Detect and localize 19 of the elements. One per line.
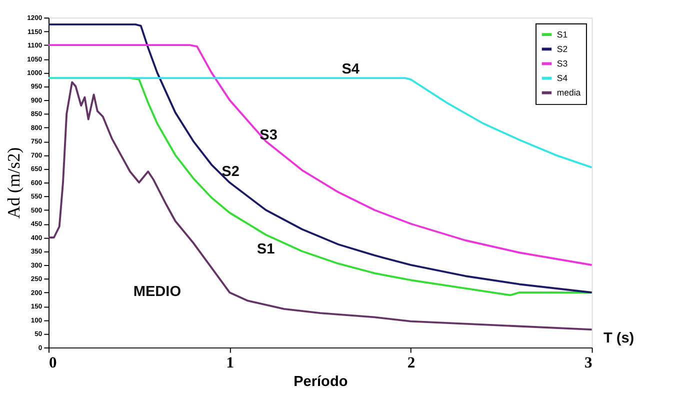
legend-label: S4 xyxy=(556,73,568,84)
x-tick-label: 3 xyxy=(584,354,593,372)
annotation: S2 xyxy=(222,164,240,180)
legend-label: S2 xyxy=(556,44,568,54)
x-tick-label: 2 xyxy=(407,354,416,372)
legend-label: media xyxy=(556,88,581,98)
legend-label: S3 xyxy=(556,58,568,69)
line-series xyxy=(48,44,593,266)
annotation: S4 xyxy=(342,62,360,78)
x-tick-label: 0 xyxy=(48,354,57,372)
annotation: MEDIO xyxy=(133,284,182,300)
text: T (s) xyxy=(603,330,634,346)
annotation: S3 xyxy=(260,128,278,144)
annotation: S1 xyxy=(256,241,275,258)
x-axis-title: Período xyxy=(294,374,348,390)
legend-label: S1 xyxy=(556,29,568,40)
line-series xyxy=(48,81,593,331)
y-axis-title: Ad (m/s2) xyxy=(3,147,24,219)
x-tick-label: 1 xyxy=(226,354,234,372)
